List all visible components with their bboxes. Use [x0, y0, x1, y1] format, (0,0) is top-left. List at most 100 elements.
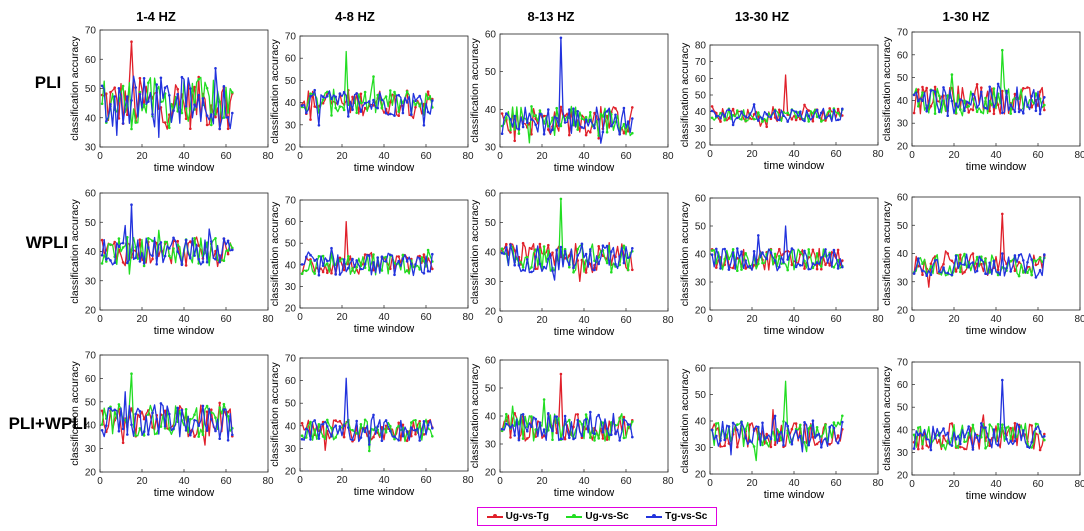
x-tick-label: 40 [578, 151, 590, 162]
series-point [393, 273, 396, 277]
series-point [121, 246, 125, 249]
series-point [126, 95, 129, 98]
series-point [376, 256, 380, 259]
series-point [405, 101, 409, 104]
series-point [142, 430, 146, 433]
series-point [1001, 252, 1004, 255]
series-point [719, 111, 722, 115]
series-point [815, 267, 819, 271]
series-point [372, 98, 375, 102]
series-point [584, 115, 588, 119]
y-tick-label: 20 [695, 306, 707, 317]
series-point [975, 255, 979, 259]
series-point [547, 412, 550, 415]
series-point [917, 447, 920, 451]
y-tick-label: 50 [485, 384, 497, 395]
series-point [214, 115, 217, 119]
series-point [769, 251, 773, 254]
series-point [736, 428, 739, 432]
series-point [917, 257, 920, 260]
series-point [757, 262, 760, 266]
series-point [226, 127, 230, 131]
series-point [342, 108, 346, 112]
series-point [984, 272, 987, 276]
series-point [551, 429, 554, 433]
series-point [597, 413, 600, 417]
series-point [197, 435, 200, 438]
series-point [959, 261, 962, 265]
series-point [547, 257, 550, 261]
series-point [418, 422, 422, 425]
series-point [572, 437, 575, 441]
series-point [422, 259, 426, 263]
series-point [342, 90, 346, 94]
series-point [418, 420, 422, 423]
series-point [117, 237, 121, 240]
y-tick-label: 60 [695, 194, 707, 205]
series-point [938, 94, 941, 98]
series-point [418, 104, 422, 108]
series-point [201, 404, 205, 408]
series-point [513, 128, 516, 131]
series-point [418, 439, 422, 442]
series-point [778, 108, 781, 112]
series-point [1009, 260, 1012, 263]
series-point [963, 109, 966, 113]
series-point [168, 428, 171, 431]
series-point [555, 415, 558, 419]
series-point [790, 263, 794, 267]
series-point [551, 438, 554, 442]
series-point [521, 125, 525, 129]
y-tick-label: 20 [695, 470, 707, 481]
series-point [975, 106, 979, 109]
series-point [168, 247, 171, 250]
series-point [380, 439, 384, 443]
series-point [231, 91, 234, 94]
series-point [626, 423, 630, 426]
series-point [184, 238, 188, 242]
y-tick-label: 20 [485, 468, 497, 479]
series-point [1009, 439, 1012, 443]
series-point [946, 252, 949, 255]
series-point [338, 273, 342, 276]
series-point [828, 264, 831, 267]
series-point [526, 429, 529, 433]
series-point [180, 111, 184, 115]
y-tick-label: 50 [897, 403, 909, 414]
series-point [593, 126, 596, 130]
series-point [1022, 87, 1025, 90]
series-point [715, 261, 718, 265]
series-point [1005, 267, 1008, 270]
series-point [355, 111, 359, 115]
series-point [1026, 86, 1029, 89]
series-point [334, 95, 338, 99]
series-point [214, 257, 217, 261]
x-tick-label: 40 [788, 149, 800, 160]
series-point [912, 272, 916, 275]
series-point [351, 95, 354, 99]
x-tick-label: 60 [1032, 150, 1044, 161]
series-point [744, 115, 747, 118]
series-point [505, 242, 508, 246]
series-point [138, 238, 142, 241]
series-point [723, 118, 726, 122]
series-point [201, 433, 205, 437]
series-point [210, 123, 213, 127]
series-point [744, 427, 747, 431]
x-tick-label: 80 [662, 151, 674, 162]
series-point [794, 422, 798, 425]
series-point [622, 244, 626, 248]
series-point [815, 442, 819, 446]
series-point [147, 433, 150, 436]
series-point [769, 437, 773, 441]
series-point [100, 102, 104, 106]
series-point [832, 421, 836, 424]
series-point [811, 119, 815, 123]
series-point [372, 261, 375, 264]
series-point [593, 432, 596, 436]
series-point [719, 120, 722, 123]
y-tick-label: 60 [485, 356, 497, 367]
series-point [828, 107, 831, 110]
x-axis-label: time window [966, 325, 1027, 337]
series-point [559, 124, 563, 128]
